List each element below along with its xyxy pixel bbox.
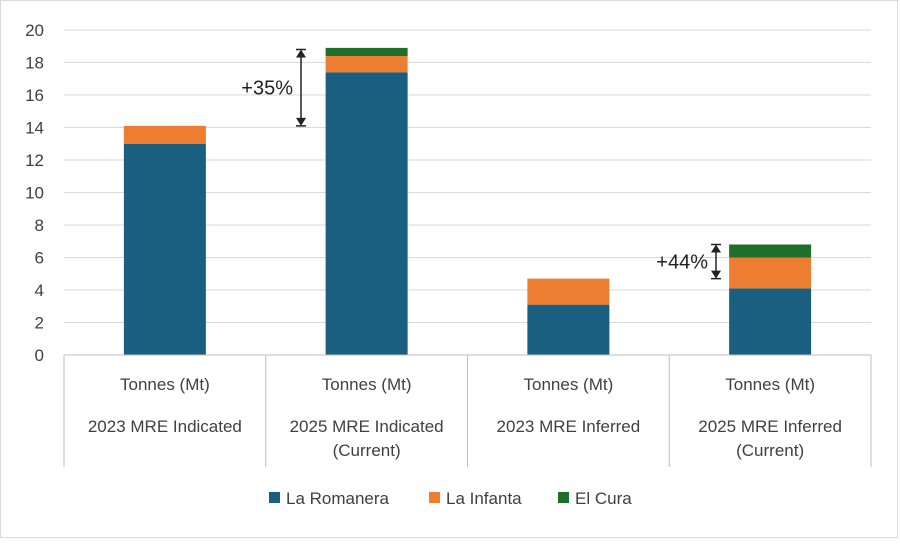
legend-label: El Cura (575, 489, 632, 508)
y-tick-label: 6 (35, 249, 44, 268)
y-tick-label: 0 (35, 346, 44, 365)
y-tick-label: 10 (25, 184, 44, 203)
annotation-arrowhead-up (296, 49, 306, 58)
y-tick-label: 18 (25, 54, 44, 73)
y-tick-label: 16 (25, 86, 44, 105)
legend-swatch (429, 492, 440, 503)
category-unit-label: Tonnes (Mt) (322, 375, 412, 394)
annotations: +35% +44% (241, 48, 721, 280)
category-unit-label: Tonnes (Mt) (524, 375, 614, 394)
bar-segment-la-romanera (123, 143, 206, 355)
legend-label: La Romanera (286, 489, 390, 508)
annotation-label: +44% (656, 252, 708, 274)
y-tick-label: 2 (35, 314, 44, 333)
category-unit-label: Tonnes (Mt) (725, 375, 815, 394)
annotation-arrowhead-down (711, 270, 721, 279)
bars (123, 47, 812, 355)
y-tick-label: 4 (35, 281, 44, 300)
bar-segment-la-infanta (729, 257, 812, 289)
category-label: (Current) (736, 441, 804, 460)
category-label: 2025 MRE Indicated (290, 417, 444, 436)
category-label: 2025 MRE Inferred (698, 417, 842, 436)
bar-segment-la-infanta (325, 56, 408, 73)
bar-segment-la-romanera (729, 288, 812, 355)
legend: La Romanera La Infanta El Cura (269, 489, 632, 508)
y-tick-label: 8 (35, 216, 44, 235)
category-table: Tonnes (Mt) 2023 MRE Indicated Tonnes (Mt)… (63, 354, 872, 467)
bar-segment-la-romanera (527, 304, 610, 355)
annotation-label: +35% (241, 78, 293, 100)
category-label: 2023 MRE Inferred (497, 417, 641, 436)
category-label: (Current) (333, 441, 401, 460)
y-tick-label: 20 (25, 21, 44, 40)
bar-segment-el-cura (325, 47, 408, 56)
y-axis-ticks: 0 2 4 6 8 10 12 14 16 18 20 (25, 21, 44, 365)
legend-swatch (558, 492, 569, 503)
bar-segment-el-cura (729, 244, 812, 258)
y-tick-label: 14 (25, 119, 44, 138)
y-tick-label: 12 (25, 151, 44, 170)
legend-swatch (269, 492, 280, 503)
legend-label: La Infanta (446, 489, 522, 508)
annotation-arrowhead-down (296, 117, 306, 126)
annotation-arrowhead-up (711, 244, 721, 253)
category-unit-label: Tonnes (Mt) (120, 375, 210, 394)
bar-segment-la-romanera (325, 72, 408, 355)
bar-segment-la-infanta (123, 125, 206, 144)
category-label: 2023 MRE Indicated (88, 417, 242, 436)
bar-segment-la-infanta (527, 278, 610, 305)
